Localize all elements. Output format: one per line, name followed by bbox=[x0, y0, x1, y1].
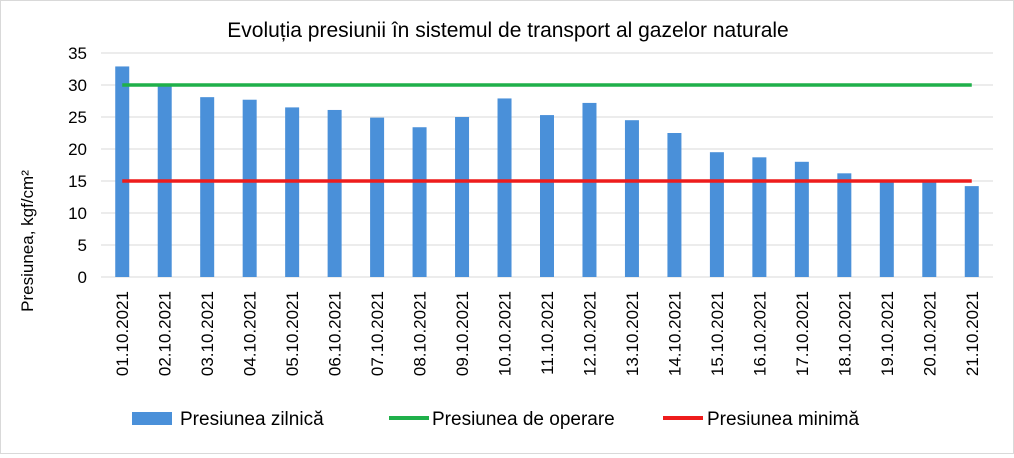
y-tick-label: 25 bbox=[68, 108, 87, 127]
x-tick-label: 04.10.2021 bbox=[241, 291, 260, 376]
x-tick-label: 18.10.2021 bbox=[835, 291, 854, 376]
legend-swatch bbox=[132, 412, 172, 425]
y-tick-label: 0 bbox=[78, 268, 87, 287]
bar-series bbox=[115, 66, 979, 278]
legend-daily-pressure: Presiunea zilnică bbox=[132, 409, 324, 430]
y-axis-title: Presiunea, kgf/cm² bbox=[18, 170, 37, 312]
bar-daily-pressure bbox=[964, 186, 979, 277]
y-axis-ticks: 0 5 10 15 20 25 30 35 bbox=[68, 44, 87, 287]
legend-operating-pressure: Presiunea de operare bbox=[389, 409, 615, 430]
bar-daily-pressure bbox=[370, 117, 385, 277]
bar-daily-pressure bbox=[582, 102, 597, 277]
x-tick-label: 06.10.2021 bbox=[326, 291, 345, 376]
bar-daily-pressure bbox=[327, 109, 342, 278]
legend-minimum-pressure: Presiunea minimă bbox=[663, 409, 859, 430]
x-tick-label: 07.10.2021 bbox=[368, 291, 387, 376]
x-axis-ticks: 01.10.2021 02.10.2021 03.10.2021 04.10.2021… bbox=[113, 291, 982, 376]
x-tick-label: 05.10.2021 bbox=[283, 291, 302, 376]
x-tick-label: 13.10.2021 bbox=[623, 291, 642, 376]
bar-daily-pressure bbox=[667, 133, 682, 277]
bar-daily-pressure bbox=[285, 107, 300, 278]
legend-label: Presiunea zilnică bbox=[180, 409, 324, 430]
x-tick-label: 09.10.2021 bbox=[453, 291, 472, 376]
x-tick-label: 02.10.2021 bbox=[156, 291, 175, 376]
chart-title: Evoluția presiunii în sistemul de transp… bbox=[227, 19, 788, 42]
bar-daily-pressure bbox=[837, 173, 852, 277]
bar-daily-pressure bbox=[540, 115, 554, 277]
bar-daily-pressure bbox=[497, 98, 512, 277]
x-tick-label: 17.10.2021 bbox=[793, 291, 812, 376]
y-tick-label: 35 bbox=[68, 44, 87, 63]
x-tick-label: 12.10.2021 bbox=[580, 291, 599, 376]
x-tick-label: 21.10.2021 bbox=[963, 291, 982, 376]
x-tick-label: 16.10.2021 bbox=[750, 291, 769, 376]
legend: Presiunea zilnică Presiunea de operare Pre… bbox=[132, 409, 859, 430]
bar-daily-pressure bbox=[200, 97, 215, 277]
bar-daily-pressure bbox=[455, 117, 470, 277]
bar-daily-pressure bbox=[412, 127, 427, 278]
bar-daily-pressure bbox=[242, 99, 257, 277]
bar-daily-pressure bbox=[922, 181, 937, 277]
y-tick-label: 5 bbox=[78, 236, 87, 255]
legend-label: Presiunea minimă bbox=[707, 409, 859, 430]
x-tick-label: 08.10.2021 bbox=[411, 291, 430, 376]
y-tick-label: 10 bbox=[68, 204, 87, 223]
y-tick-label: 30 bbox=[68, 76, 87, 95]
bar-daily-pressure bbox=[115, 66, 130, 277]
bar-daily-pressure bbox=[794, 161, 809, 277]
bar-daily-pressure bbox=[879, 179, 894, 277]
bar-daily-pressure bbox=[752, 157, 767, 277]
x-tick-label: 14.10.2021 bbox=[665, 291, 684, 376]
x-tick-label: 19.10.2021 bbox=[878, 291, 897, 376]
x-tick-label: 10.10.2021 bbox=[496, 291, 515, 376]
x-tick-label: 20.10.2021 bbox=[920, 291, 939, 376]
x-tick-label: 01.10.2021 bbox=[113, 291, 132, 376]
y-tick-label: 15 bbox=[68, 172, 87, 191]
line-series bbox=[122, 83, 972, 183]
x-tick-label: 03.10.2021 bbox=[198, 291, 217, 376]
bar-daily-pressure bbox=[624, 120, 639, 277]
x-tick-label: 15.10.2021 bbox=[708, 291, 727, 376]
legend-label: Presiunea de operare bbox=[432, 409, 615, 430]
x-tick-label: 11.10.2021 bbox=[538, 291, 557, 375]
bar-daily-pressure bbox=[709, 152, 724, 277]
y-tick-label: 20 bbox=[68, 140, 87, 159]
